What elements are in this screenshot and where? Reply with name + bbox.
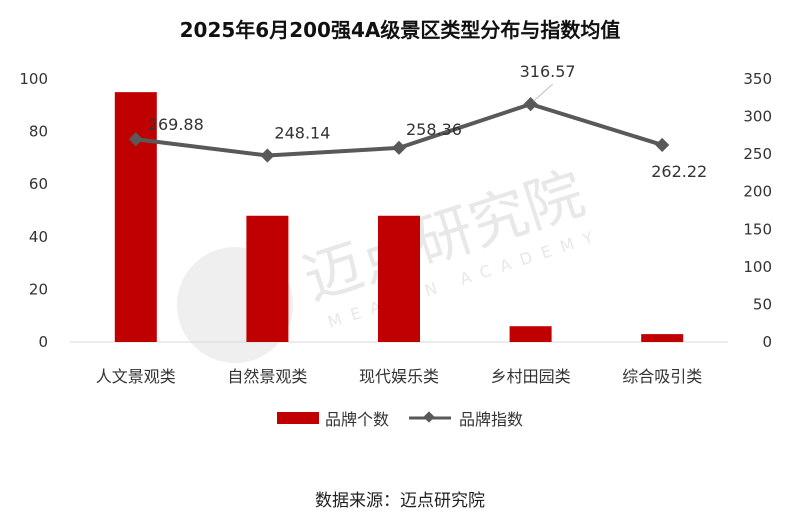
y-left-tick-label: 80	[29, 123, 48, 141]
legend-item-line: 品牌指数	[407, 406, 523, 430]
y-axis-left: 0 20 40 60 80 100	[19, 70, 48, 351]
data-label: 248.14	[274, 124, 330, 143]
leader-line	[533, 83, 553, 102]
x-category-label: 人文景观类	[96, 367, 176, 386]
x-category-label: 综合吸引类	[622, 367, 702, 386]
bar	[641, 334, 684, 342]
y-left-tick-label: 40	[29, 228, 48, 246]
y-right-tick-label: 50	[753, 295, 772, 313]
legend-bar-swatch	[276, 412, 319, 424]
bar	[246, 215, 289, 342]
bar	[509, 326, 552, 342]
line-point	[391, 140, 407, 155]
x-category-label: 自然景观类	[227, 367, 307, 386]
data-label: 258.36	[406, 120, 462, 139]
data-label: 262.22	[651, 162, 707, 181]
data-label: 269.88	[148, 115, 204, 134]
bar	[378, 215, 420, 342]
y-right-tick-label: 0	[762, 333, 772, 351]
y-right-tick-label: 350	[743, 70, 772, 88]
legend-line-swatch	[409, 411, 451, 423]
y-right-tick-label: 100	[743, 258, 772, 276]
source-note: 数据来源：迈点研究院	[315, 491, 485, 511]
y-left-tick-label: 60	[29, 175, 48, 193]
legend-item-bar: 品牌个数	[276, 406, 389, 430]
y-right-tick-label: 300	[743, 108, 772, 126]
line-series	[128, 97, 670, 163]
x-category-label: 乡村田园类	[491, 367, 571, 386]
y-axis-right: 0 50 100 150 200 250 300 350	[743, 70, 772, 351]
line-point	[655, 137, 670, 153]
chart-title: 2025年6月200强4A级景区类型分布与指数均值	[179, 18, 621, 42]
legend-bar-label: 品牌个数	[324, 410, 389, 429]
x-category-label: 现代娱乐类	[359, 367, 439, 386]
legend-line-label: 品牌指数	[459, 410, 524, 429]
y-right-tick-label: 200	[743, 183, 772, 201]
legend: 品牌个数 品牌指数	[0, 406, 800, 430]
line-data-labels: 269.88 248.14 258.36 316.57 262.22	[148, 62, 707, 181]
y-left-tick-label: 0	[38, 333, 48, 351]
line-point	[260, 148, 275, 163]
x-axis-categories: 人文景观类 自然景观类 现代娱乐类 乡村田园类 综合吸引类	[96, 367, 702, 386]
data-label: 316.57	[520, 62, 576, 81]
line-point	[128, 132, 143, 147]
y-right-tick-label: 150	[743, 220, 772, 238]
y-left-tick-label: 20	[29, 280, 48, 298]
y-left-tick-label: 100	[19, 70, 48, 88]
y-right-tick-label: 250	[743, 145, 772, 163]
